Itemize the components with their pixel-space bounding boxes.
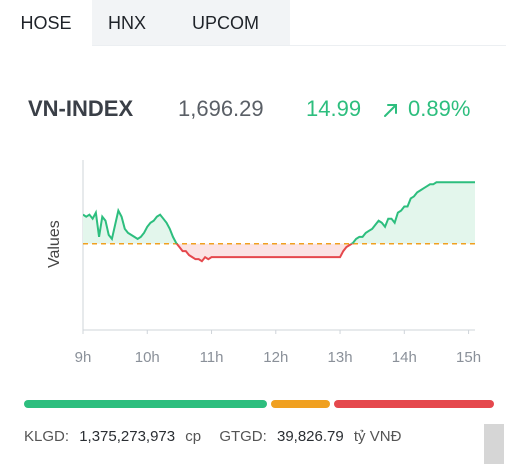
trading-stats: KLGD: 1,375,273,973 cp GTGD: 39,826.79 t… [24,428,401,445]
price-line-up [83,181,475,244]
x-tick-label: 11h [200,349,224,366]
scrollbar-thumb[interactable] [484,424,504,464]
tab-upcom[interactable]: UPCOM [192,13,259,33]
area-above-reference [83,182,475,244]
up-right-arrow-icon [384,104,397,117]
klgd-value: 1,375,273,973 [79,428,176,445]
tab-hnx[interactable]: HNX [108,13,147,33]
market-tabs: HOSE HNX UPCOM [0,0,506,47]
index-name: VN-INDEX [28,96,134,121]
x-tick-label: 15h [456,349,481,366]
gtgd-value: 39,826.79 [276,428,344,445]
breadth-bar [24,400,494,408]
x-tick-label: 9h [75,349,92,366]
breadth-bar-unchanged [270,400,331,408]
klgd-unit: cp [185,428,202,445]
gtgd-unit: tỷ VNĐ [353,428,402,445]
index-value: 1,696.29 [178,96,264,121]
breadth-bar-decliners [334,400,494,408]
tab-divider [0,45,506,46]
tab-hose[interactable]: HOSE [0,0,92,47]
index-change: 14.99 [306,96,362,121]
tab-strip-background [92,0,290,46]
price-line-down [175,243,354,263]
intraday-chart: 9h 10h 11h 12h 13h 14h 15h [75,160,481,366]
klgd-label: KLGD: [24,428,70,445]
index-percent: 0.89% [408,96,471,121]
x-tick-label: 12h [263,349,288,366]
x-tick-label: 10h [135,349,160,366]
gtgd-label: GTGD: [219,428,267,445]
x-tick-label: 13h [328,349,353,366]
breadth-bar-advancers [24,400,267,408]
x-tick-label: 14h [392,349,417,366]
